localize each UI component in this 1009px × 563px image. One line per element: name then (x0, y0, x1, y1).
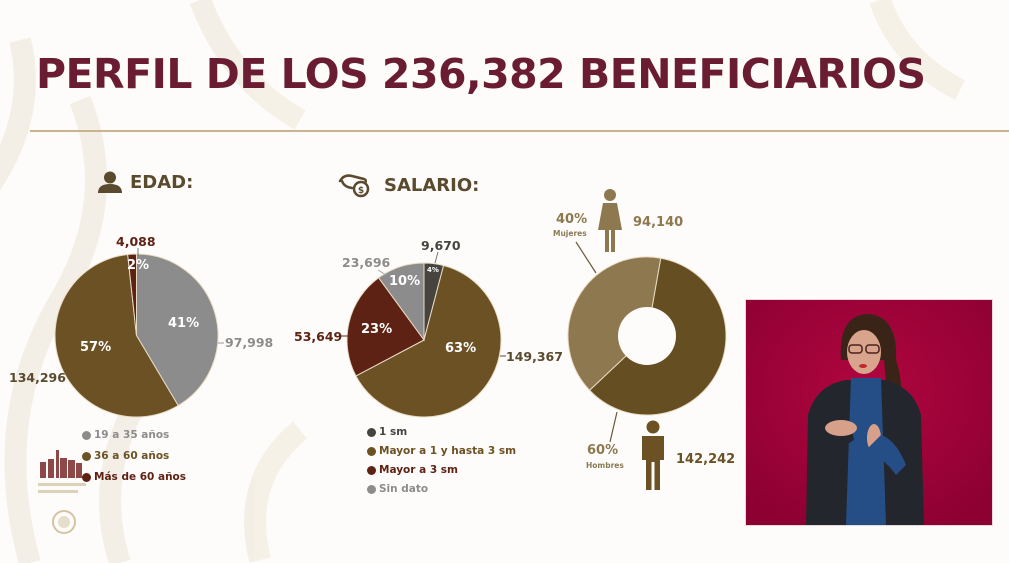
hand-coin-icon: $ (338, 174, 370, 198)
salario-label-right: 149,367 (506, 349, 563, 364)
government-logo (38, 450, 86, 534)
man-icon (642, 420, 664, 490)
edad-heading: EDAD: (96, 171, 193, 193)
salario-label-topleft: 23,696 (342, 255, 391, 270)
edad-label-top: 4,088 (116, 234, 156, 249)
hombres-value: 142,242 (676, 452, 736, 467)
legend-item: 19 a 35 años (82, 429, 186, 441)
salario-pct-c: 23% (361, 322, 393, 337)
edad-heading-text: EDAD: (130, 171, 194, 193)
edad-pie-chart (54, 253, 219, 418)
legend-item: 1 sm (367, 426, 516, 438)
salario-heading-text: SALARIO: (384, 174, 480, 196)
edad-pct-b: 57% (80, 340, 112, 355)
donut-hole (618, 307, 676, 365)
legend-dot (367, 427, 376, 437)
hombres-label: Hombres (586, 461, 624, 470)
pie-slice (567, 256, 662, 391)
legend-dot (82, 451, 91, 461)
salario-pct-b: 10% (389, 274, 421, 289)
legend-dot (367, 484, 376, 494)
legend-item: Sin dato (367, 483, 516, 495)
interpreter-figure (746, 300, 992, 525)
salario-heading: $ SALARIO: (338, 171, 479, 199)
hombres-pct: 60% (587, 443, 619, 458)
legend-item: Mayor a 1 y hasta 3 sm (367, 445, 516, 457)
edad-pct-a: 41% (168, 316, 200, 331)
legend-item: 36 a 60 años (82, 450, 186, 462)
legend-dot (82, 430, 91, 440)
salario-label-left: 53,649 (294, 329, 343, 344)
edad-legend: 19 a 35 años 36 a 60 años Más de 60 años (82, 429, 186, 483)
legend-item: Más de 60 años (82, 471, 186, 483)
pie-slice (355, 264, 502, 418)
salario-legend: 1 sm Mayor a 1 y hasta 3 sm Mayor a 3 sm… (367, 426, 516, 495)
legend-item: Mayor a 3 sm (367, 464, 516, 476)
mujeres-label: Mujeres (553, 229, 587, 238)
pie-slice (127, 253, 137, 336)
pie-slice (377, 262, 425, 342)
edad-label-right: 97,998 (225, 335, 274, 350)
woman-icon (598, 189, 622, 252)
salario-label-top: 9,670 (421, 238, 461, 253)
edad-pct-c: 2% (127, 258, 150, 273)
legend-dot (82, 472, 91, 482)
pie-slice (54, 253, 179, 418)
pie-slice (346, 277, 425, 377)
mujeres-value: 94,140 (633, 215, 684, 230)
svg-text:$: $ (358, 186, 364, 196)
salario-pct-a: 4% (427, 266, 439, 274)
legend-dot (367, 446, 376, 456)
sign-language-video (745, 299, 993, 526)
title-divider (30, 130, 1009, 132)
edad-label-left: 134,296 (9, 370, 66, 385)
gender-donut-chart (567, 256, 727, 416)
person-icon (98, 171, 122, 193)
mujeres-pct: 40% (556, 212, 588, 227)
salario-pie-chart (346, 262, 502, 418)
pie-slice (136, 253, 219, 407)
page-title: PERFIL DE LOS 236,382 BENEFICIARIOS (36, 50, 926, 98)
legend-dot (367, 465, 376, 475)
salario-pct-d: 63% (445, 341, 477, 356)
